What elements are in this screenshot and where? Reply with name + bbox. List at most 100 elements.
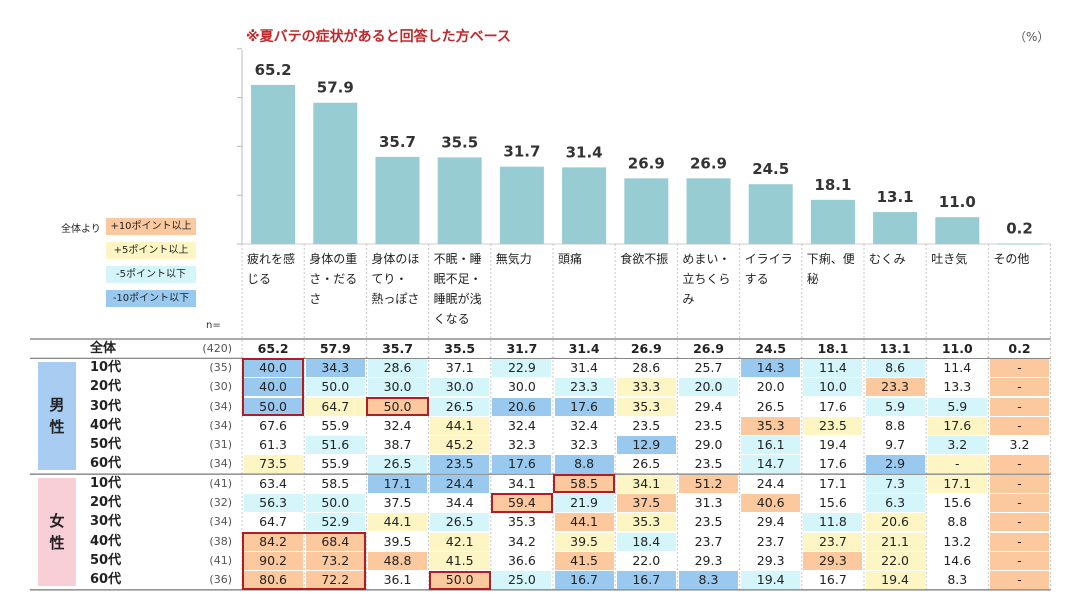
category-header-line: さ — [309, 292, 322, 306]
row-n: (34) — [209, 515, 232, 529]
category-header-line: じる — [247, 272, 272, 286]
bar — [562, 167, 607, 244]
category-header-line: 吐き気 — [931, 252, 968, 266]
table-cell: 20.6 — [492, 397, 552, 416]
table-cell: 37.5 — [616, 494, 676, 512]
row-label: 40代 — [90, 417, 122, 433]
table-cell: 17.1 — [803, 474, 863, 493]
table-cell: 8.8 — [554, 455, 614, 474]
table-cell: 30.0 — [367, 378, 428, 397]
row-label: 20代 — [90, 495, 122, 510]
table-cell: 20.0 — [678, 378, 739, 397]
bar — [313, 102, 358, 244]
table-cell: 18.4 — [616, 532, 676, 551]
table-cell: - — [927, 455, 987, 474]
table-cell: 29.3 — [803, 551, 863, 570]
bar — [499, 166, 544, 244]
category-header-line: 無気力 — [495, 252, 532, 266]
table-cell: 8.3 — [678, 571, 739, 590]
row-label: 40代 — [90, 533, 122, 549]
table-cell: 2.9 — [865, 455, 925, 474]
table-cell: 41.5 — [430, 551, 490, 570]
table-cell: 22.0 — [616, 551, 676, 570]
row-label: 10代 — [90, 359, 122, 375]
table-cell: 67.6 — [243, 416, 303, 435]
table-cell: 73.2 — [305, 551, 365, 570]
table-cell: 14.3 — [741, 358, 801, 377]
table-cell: 23.5 — [803, 416, 863, 435]
table-cell: 16.7 — [803, 571, 863, 590]
table-cell: 25.0 — [492, 571, 552, 590]
category-header-line: 眠不足・ — [433, 272, 482, 286]
table-cell: 90.2 — [243, 551, 303, 570]
table-cell: 32.4 — [492, 416, 552, 435]
table-cell: 50.0 — [305, 378, 365, 397]
table-cell: 17.1 — [367, 474, 428, 493]
row-label: 50代 — [90, 437, 122, 453]
table-cell: 63.4 — [243, 474, 303, 493]
row-n: (41) — [209, 476, 232, 490]
table-cell: 35.3 — [492, 513, 552, 532]
table-cell: 33.3 — [616, 378, 676, 397]
category-header-line: その他 — [993, 252, 1030, 266]
row-label: 30代 — [90, 398, 122, 414]
group-label-char: 女 — [49, 511, 65, 530]
category-header: むくみ — [869, 249, 923, 269]
table-cell: 3.2 — [989, 436, 1050, 455]
row-n: (34) — [209, 418, 232, 432]
table-cell: 17.6 — [492, 455, 552, 474]
category-header-line: てり・ — [371, 272, 408, 286]
group-label: 女性 — [38, 478, 76, 586]
table-cell: 34.2 — [492, 532, 552, 551]
table-cell: 5.9 — [865, 397, 925, 416]
table-cell: 51.2 — [678, 474, 739, 493]
table-cell: 80.6 — [243, 571, 303, 590]
table-cell: 30.0 — [430, 378, 490, 397]
table-cell: 65.2 — [243, 339, 303, 358]
row-label: 50代 — [90, 552, 122, 568]
table-cell: - — [989, 416, 1050, 435]
table-cell: 29.4 — [678, 397, 739, 416]
category-header: 無気力 — [496, 249, 550, 269]
table-cell: 29.3 — [678, 551, 739, 570]
table-cell: 26.5 — [430, 397, 490, 416]
legend-caption: 全体より — [61, 224, 101, 235]
table-cell: 50.0 — [243, 397, 303, 416]
table-cell: 55.9 — [305, 455, 365, 474]
table-cell: 34.3 — [305, 358, 365, 377]
category-header-line: 食欲不振 — [620, 252, 669, 266]
category-header: イライラ する — [745, 249, 799, 289]
table-cell: 58.5 — [554, 474, 614, 493]
table-cell: 35.5 — [430, 339, 490, 358]
table-cell: 17.6 — [803, 455, 863, 474]
table-cell: 32.3 — [492, 436, 552, 455]
table-cell: 13.1 — [865, 339, 925, 358]
legend-item: +10ポイント以上 — [106, 218, 196, 235]
bar-value-label: 31.4 — [566, 143, 603, 161]
category-header-line: 秘 — [806, 272, 819, 286]
table-cell: 19.4 — [741, 571, 801, 590]
table-cell: 21.1 — [865, 532, 925, 551]
table-cell: 17.6 — [554, 397, 614, 416]
table-cell: 8.3 — [927, 571, 987, 590]
table-cell: 50.0 — [305, 494, 365, 512]
table-cell: 31.3 — [678, 494, 739, 512]
bar-value-label: 0.2 — [1006, 220, 1033, 238]
category-header-line: イライラ — [744, 252, 793, 266]
table-cell: 28.6 — [367, 358, 428, 377]
bar-value-label: 24.5 — [752, 160, 789, 178]
table-cell: 17.6 — [803, 397, 863, 416]
table-cell: 58.5 — [305, 474, 365, 493]
table-cell: 15.6 — [803, 494, 863, 512]
row-n: (30) — [209, 380, 232, 394]
table-cell: 84.2 — [243, 532, 303, 551]
table-cell: 23.5 — [430, 455, 490, 474]
row-n: (35) — [209, 360, 232, 374]
bar-value-label: 65.2 — [255, 61, 292, 79]
table-cell: 24.4 — [741, 474, 801, 493]
table-cell: 26.9 — [616, 339, 676, 358]
table-cell: 16.7 — [554, 571, 614, 590]
table-cell: 36.6 — [492, 551, 552, 570]
table-cell: 40.6 — [741, 494, 801, 512]
table-cell: 26.9 — [678, 339, 739, 358]
